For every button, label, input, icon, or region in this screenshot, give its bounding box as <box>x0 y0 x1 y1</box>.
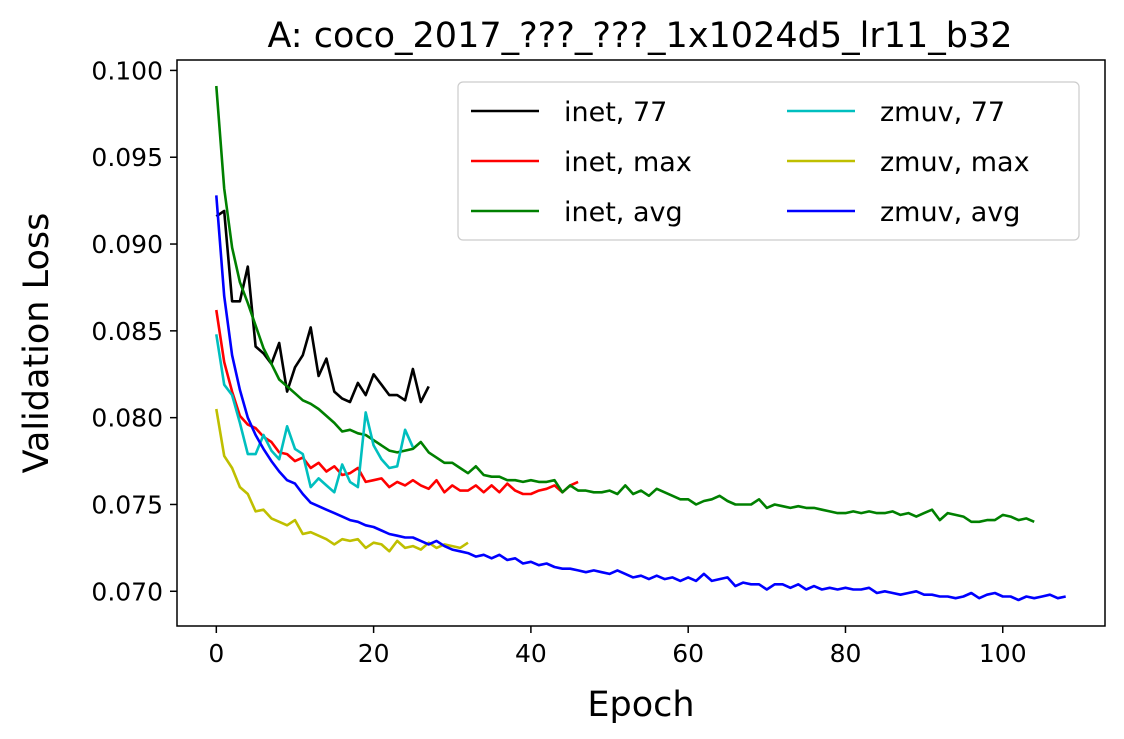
legend-label-inet-avg: inet, avg <box>564 197 683 228</box>
y-axis-title: Validation Loss <box>17 213 57 474</box>
series-line-inet-max <box>215 309 579 496</box>
series-line-inet-77 <box>215 209 430 404</box>
legend: inet, 77 inet, max inet, avg zmuv, 77 zmuv, … <box>457 81 1080 241</box>
series-line-zmuv-77 <box>215 334 415 494</box>
y-tick-label: 0.090 <box>91 230 163 259</box>
x-tick-label: 100 <box>979 639 1027 668</box>
y-axis-ticks: 0.070 0.075 0.080 0.085 0.090 0.095 0.100 <box>91 56 177 606</box>
legend-label-inet-77: inet, 77 <box>564 97 667 128</box>
y-tick-label: 0.085 <box>91 317 163 346</box>
y-tick-label: 0.075 <box>91 490 163 519</box>
legend-frame <box>457 81 1080 241</box>
x-tick-label: 0 <box>208 639 224 668</box>
x-axis-title: Epoch <box>587 685 694 725</box>
legend-label-zmuv-avg: zmuv, avg <box>880 197 1020 228</box>
series-line-zmuv-avg <box>215 195 1066 602</box>
x-tick-label: 20 <box>358 639 390 668</box>
x-tick-label: 80 <box>830 639 862 668</box>
legend-label-zmuv-max: zmuv, max <box>880 147 1030 178</box>
y-tick-label: 0.070 <box>91 577 163 606</box>
y-tick-label: 0.080 <box>91 404 163 433</box>
plot-frame <box>176 59 1106 627</box>
series-line-zmuv-max <box>215 408 469 553</box>
chart-title: A: coco_2017_???_???_1x1024d5_lr11_b32 <box>267 16 1012 56</box>
plot-lines <box>215 85 1066 602</box>
x-tick-label: 40 <box>515 639 547 668</box>
x-tick-label: 60 <box>672 639 704 668</box>
y-tick-label: 0.095 <box>91 143 163 172</box>
x-axis-ticks: 0 20 40 60 80 100 <box>208 626 1027 668</box>
legend-label-zmuv-77: zmuv, 77 <box>880 97 1005 128</box>
legend-label-inet-max: inet, max <box>564 147 692 178</box>
series-line-inet-avg <box>215 85 1035 524</box>
y-tick-label: 0.100 <box>91 56 163 85</box>
